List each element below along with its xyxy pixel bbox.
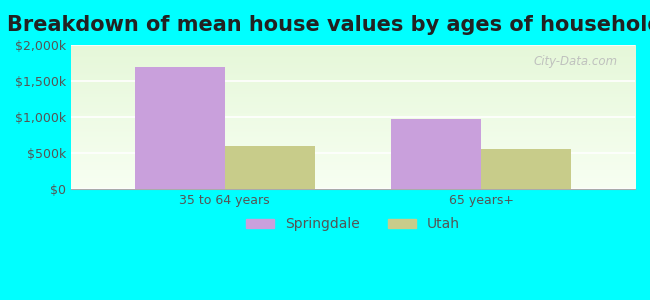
Legend: Springdale, Utah: Springdale, Utah [240,212,465,237]
Bar [481,149,571,189]
Bar [391,119,481,189]
Text: City-Data.com: City-Data.com [534,55,618,68]
Bar [135,67,225,189]
Title: Breakdown of mean house values by ages of householders: Breakdown of mean house values by ages o… [6,15,650,35]
Bar [225,146,315,189]
